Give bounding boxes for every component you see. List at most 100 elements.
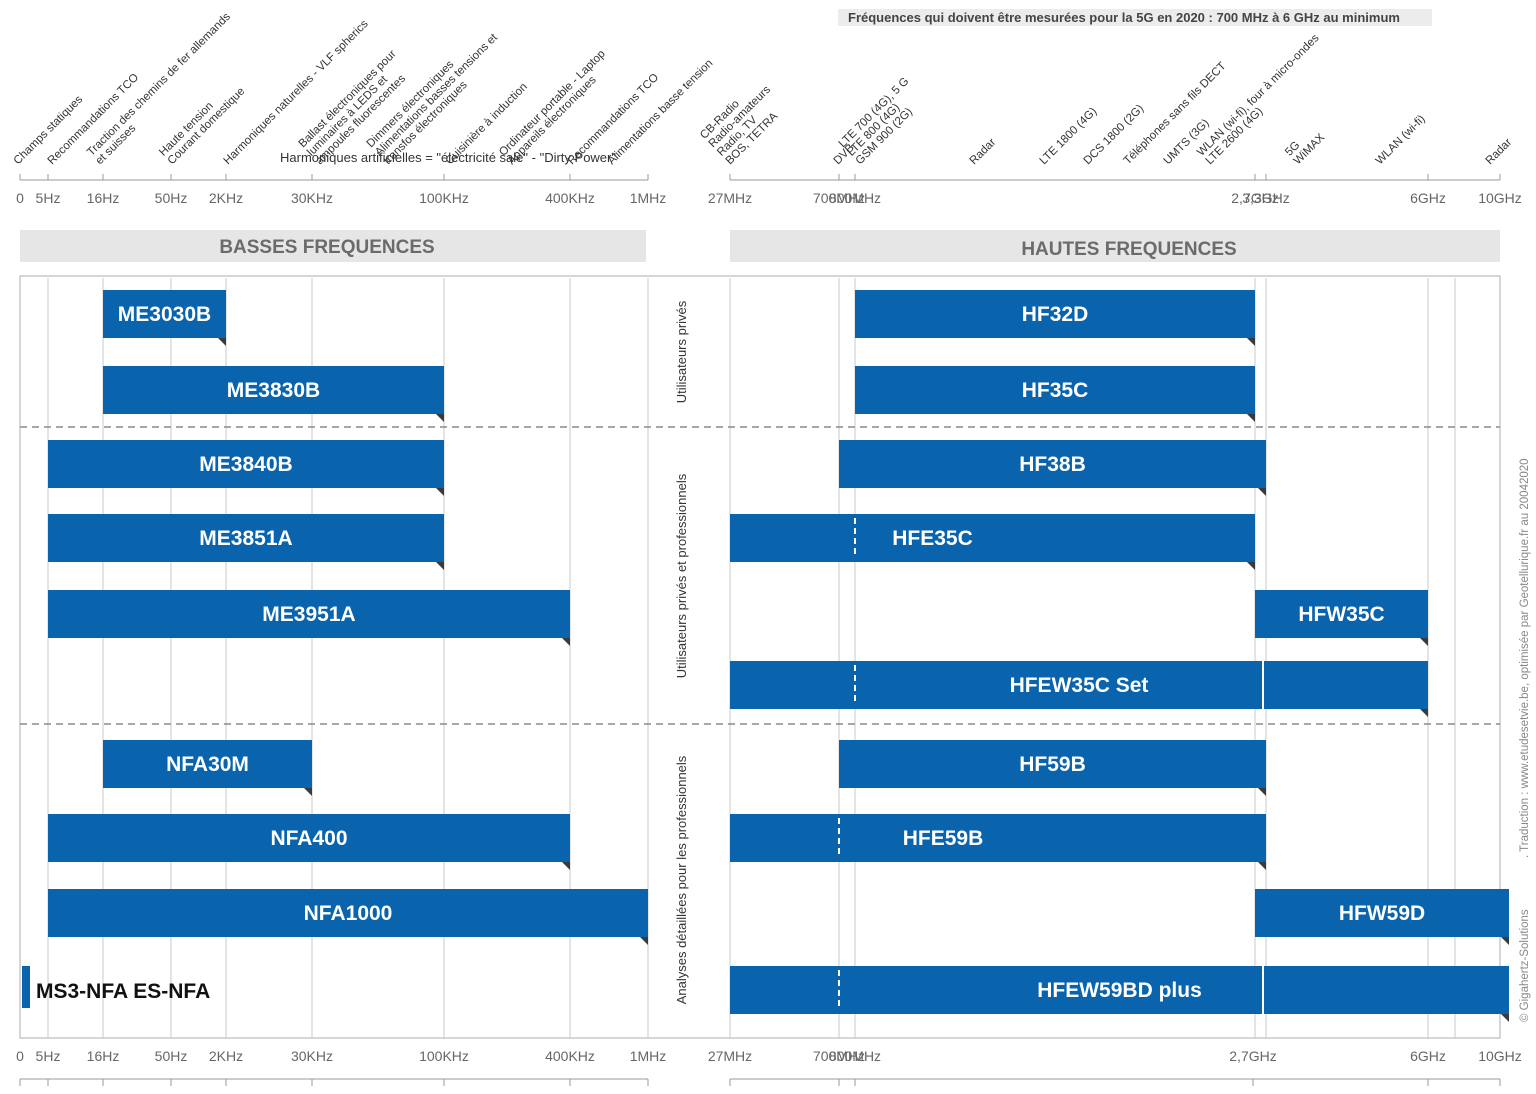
bar-hfe59b [730,814,1266,862]
top-axis-area: 0 5Hz 16Hz 50Hz 2KHz 30KHz 100KHz 400KHz 1MHz 27M… [12,9,1522,206]
bar-label-hfw59d: HFW59D [1339,902,1425,925]
top-low-tick-label-100khz: 100KHz [419,190,469,206]
bar-shadow-hf38b [1258,488,1266,496]
top-low-tick-label-30khz: 30KHz [291,190,333,206]
credit-gigahertz: © Gigahertz-Solutions [1519,909,1531,1022]
bar-shadow-nfa1000 [640,937,648,945]
instrument-bars: ME3030B ME3830B ME3840B ME3851A ME3951A NFA30… [22,290,1509,1022]
bar-label-me3851a: ME3851A [199,527,292,550]
chart-frame [19,275,1501,1039]
bar-label-hf59b: HF59B [1019,753,1086,776]
bar-me3840b [48,440,444,488]
bar-shadow-me3951a [562,638,570,646]
bar-label-hfe35c: HFE35C [892,527,973,550]
top-high-tick-label-2-7ghz: 2,7GHz [1231,190,1278,206]
bottom-axis-area: 0 5Hz 16Hz 50Hz 2KHz 30KHz 100KHz 400KHz 1MHz 27M… [16,1048,1522,1086]
bottom-high-tick-label-27mhz: 27MHz [708,1048,752,1064]
high-application-label-8-line-0: WLAN (wi-fi), four à micro-ondes [1195,32,1322,159]
high-application-label-10: WLAN (wi-fi) [1374,113,1428,167]
bar-shadow-hf59b [1258,788,1266,796]
bottom-low-tick-label-30khz: 30KHz [291,1048,333,1064]
bar-me3030b [103,290,226,338]
top-high-tick-label-3-3ghz: 3,3GHz [1242,190,1289,206]
bar-shadow-hfw35c [1420,638,1428,646]
high-application-label-10-line-0: WLAN (wi-fi) [1374,113,1428,167]
low-application-label-2-line-0: Traction des chemins de fer allemands [85,11,233,159]
band-high-background [730,230,1500,262]
bottom-low-tick-label-16hz: 16Hz [87,1048,120,1064]
bar-label-me3951a: ME3951A [262,603,355,626]
frame-border [19,275,1501,1039]
high-application-label-0: CB-RadioRadio-amateursRadio, TVBOS, TETR… [698,75,790,167]
bottom-low-tick-label-50hz: 50Hz [155,1048,188,1064]
bar-label-hfe59b: HFE59B [903,827,984,850]
top-high-tick-label-27mhz: 27MHz [708,190,752,206]
bar-label-hfew59bd-plus: HFEW59BD plus [1037,979,1202,1002]
bar-me3851a [48,514,444,562]
bar-shadow-me3851a [436,562,444,570]
top-low-tick-label-2khz: 2KHz [209,190,243,206]
high-application-label-11: Radar [1484,136,1515,167]
bar-shadow-hf35c [1247,414,1255,422]
band-low-background [20,230,646,262]
high-application-label-2: LTE 700 (4G), 5 GLTE 800 (4G)GSM 900 (2G… [837,75,929,167]
group-label-2: Analyses détaillées pour les professionn… [674,755,689,1004]
high-application-label-11-line-0: Radar [1484,136,1515,167]
bar-hfw59d [1255,889,1509,937]
band-headers: BASSES FREQUENCES HAUTES FREQUENCES [20,230,1500,262]
ms3-label: MS3-NFA ES-NFA [36,980,210,1003]
bottom-low-tick-label-1mhz: 1MHz [630,1048,667,1064]
credit-translation: . Traduction : www.etudesetvie.be, optim… [1519,458,1531,858]
top-low-tick-label-16hz: 16Hz [87,190,120,206]
bottom-high-tick-label-700mhz: 700MHz [813,1048,865,1064]
bar-label-nfa30m: NFA30M [166,753,249,776]
bar-hfew59bd-plus [730,966,1509,1014]
bottom-low-tick-label-100khz: 100KHz [419,1048,469,1064]
bar-shadow-hf32d [1247,338,1255,346]
bottom-low-tick-label-2khz: 2KHz [209,1048,243,1064]
bar-label-hfw35c: HFW35C [1298,603,1384,626]
bar-label-hf32d: HF32D [1022,303,1089,326]
bar-hfw35c [1255,590,1428,638]
bar-shadow-me3030b [218,338,226,346]
bar-label-hfew35c-set: HFEW35C Set [1010,674,1149,697]
note-harmonics: Harmoniques artificielles = "électricité… [280,150,616,165]
bar-label-hf35c: HF35C [1022,379,1089,402]
high-application-label-3: Radar [968,136,999,167]
bar-label-nfa1000: NFA1000 [304,902,393,925]
bar-label-nfa400: NFA400 [270,827,347,850]
ms3-marker [22,966,30,1008]
bar-shadow-nfa30m [304,788,312,796]
top-low-tick-label-1mhz: 1MHz [630,190,667,206]
band-low-title: BASSES FREQUENCES [219,237,434,258]
bar-shadow-nfa400 [562,862,570,870]
bottom-low-tick-label-5hz: 5Hz [36,1048,61,1064]
top-low-tick-label-0: 0 [16,190,24,206]
bottom-low-tick-label-400khz: 400KHz [545,1048,595,1064]
top-high-tick-label-6ghz: 6GHz [1410,190,1446,206]
bar-shadow-me3830b [436,414,444,422]
bar-me3951a [48,590,570,638]
bar-hf32d [855,290,1255,338]
bar-label-me3840b: ME3840B [199,453,292,476]
high-application-label-9: 5GWiMAX [1283,123,1327,167]
bottom-high-tick-label-10ghz: 10GHz [1478,1048,1522,1064]
top-low-tick-label-50hz: 50Hz [155,190,188,206]
bottom-high-tick-label-2-7ghz: 2,7GHz [1229,1048,1276,1064]
group-label-0: Utilisateurs privés [674,300,689,403]
bar-hf59b [839,740,1266,788]
bar-label-me3030b: ME3030B [118,303,211,326]
top-low-tick-label-400khz: 400KHz [545,190,595,206]
note-5g-background [838,9,1432,26]
credit-area: © Gigahertz-Solutions . Traduction : www.… [1519,458,1531,1022]
top-high-tick-label-800mhz: 800MHz [829,190,881,206]
bar-shadow-hfe35c [1247,562,1255,570]
bar-label-hf38b: HF38B [1019,453,1086,476]
top-high-tick-label-700mhz: 700MHz [813,190,865,206]
bar-hf38b [839,440,1266,488]
bar-me3830b [103,366,444,414]
bar-label-me3830b: ME3830B [227,379,320,402]
bar-shadow-hfew59bd-plus [1501,1014,1509,1022]
user-groups: Utilisateurs privés Utilisateurs privés e… [674,300,689,1004]
